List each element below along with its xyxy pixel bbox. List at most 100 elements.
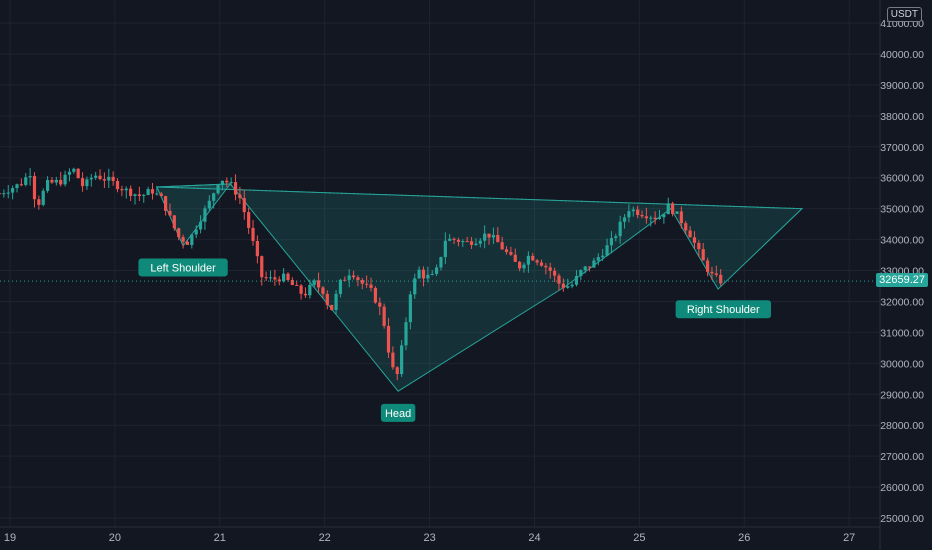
candle-body bbox=[295, 285, 299, 287]
candle-body bbox=[290, 279, 294, 286]
candle-body bbox=[592, 260, 596, 268]
candle-body bbox=[19, 184, 23, 186]
candle-body bbox=[85, 179, 89, 187]
annotation-box bbox=[675, 300, 772, 319]
candle-body bbox=[247, 212, 251, 228]
candle-body bbox=[98, 175, 102, 180]
candle-body bbox=[129, 188, 133, 196]
candle-body bbox=[469, 241, 474, 246]
candle-body bbox=[391, 352, 395, 368]
annotation-box bbox=[380, 403, 416, 422]
candle-body bbox=[509, 251, 513, 255]
candle-body bbox=[216, 185, 220, 194]
head-shoulders-pattern bbox=[156, 183, 804, 392]
candle-body bbox=[268, 277, 273, 279]
neckline bbox=[156, 186, 803, 210]
candle-body bbox=[50, 179, 54, 183]
candle-body bbox=[282, 273, 286, 282]
candle-body bbox=[260, 256, 264, 278]
y-tick-label: 35000.00 bbox=[880, 204, 924, 216]
candle-body bbox=[417, 269, 421, 279]
x-tick-label: 25 bbox=[633, 532, 645, 544]
candle-body bbox=[229, 182, 233, 184]
candle-body bbox=[59, 179, 63, 185]
candle-body bbox=[172, 215, 176, 229]
candle-body bbox=[242, 198, 246, 213]
x-tick-label: 24 bbox=[528, 532, 540, 544]
candle-body bbox=[41, 190, 45, 205]
candle-body bbox=[526, 255, 530, 265]
candle-body bbox=[351, 275, 356, 278]
x-tick-label: 22 bbox=[319, 532, 331, 544]
candle-body bbox=[299, 285, 303, 294]
candle-body bbox=[518, 261, 522, 269]
candle-body bbox=[553, 270, 557, 276]
candle-body bbox=[264, 277, 268, 279]
candle-body bbox=[76, 168, 80, 179]
candle-body bbox=[579, 270, 583, 277]
candle-body bbox=[662, 214, 666, 218]
candle-body bbox=[6, 192, 10, 194]
candle-body bbox=[719, 274, 723, 284]
annotation-label: Head bbox=[385, 408, 411, 420]
candle-body bbox=[653, 217, 657, 220]
x-axis: 19 20 21 22 23 24 25 26 27 bbox=[0, 0, 881, 550]
candle-body bbox=[233, 182, 238, 195]
y-tick-label: 26000.00 bbox=[880, 482, 924, 494]
candle-body bbox=[443, 240, 447, 258]
candle-body bbox=[408, 294, 412, 323]
candle-body bbox=[251, 227, 255, 241]
candle-body bbox=[286, 273, 290, 280]
annotation-label: Left Shoulder bbox=[150, 262, 216, 274]
y-tick-label: 34000.00 bbox=[880, 235, 924, 247]
candle-body bbox=[115, 180, 120, 190]
candle-body bbox=[0, 193, 2, 195]
candle-body bbox=[456, 239, 461, 242]
candle-body bbox=[185, 241, 190, 245]
candle-body bbox=[614, 236, 618, 239]
candle-body bbox=[37, 199, 41, 205]
candle-body bbox=[11, 188, 15, 193]
candle-body bbox=[111, 176, 115, 181]
candle-body bbox=[395, 367, 399, 375]
candle-body bbox=[72, 168, 76, 172]
candle-body bbox=[273, 277, 277, 280]
candle-body bbox=[94, 175, 98, 178]
candle-body bbox=[434, 267, 439, 274]
candle-body bbox=[487, 233, 491, 238]
candle-body bbox=[308, 284, 312, 296]
candle-body bbox=[574, 276, 579, 285]
candle-body bbox=[692, 237, 697, 243]
candle-body bbox=[168, 210, 172, 216]
y-tick-label: 38000.00 bbox=[880, 111, 924, 123]
candle-body bbox=[426, 274, 430, 279]
candle-body bbox=[439, 257, 443, 268]
candle-body bbox=[544, 265, 548, 268]
pattern-annotations: Left Shoulder Head Right Shoulder bbox=[138, 258, 772, 422]
candle-body bbox=[649, 217, 653, 219]
candle-body bbox=[277, 279, 281, 282]
chart-grid bbox=[0, 0, 880, 527]
y-tick-label: 37000.00 bbox=[880, 142, 924, 154]
candle-body bbox=[124, 188, 128, 191]
currency-badge[interactable]: USDT bbox=[886, 7, 922, 22]
candle-body bbox=[697, 242, 701, 250]
candle-body bbox=[478, 240, 482, 244]
candle-body bbox=[452, 238, 456, 240]
candle-body bbox=[666, 203, 670, 215]
candle-body bbox=[137, 194, 141, 196]
candle-body bbox=[474, 243, 478, 246]
candle-body bbox=[316, 280, 321, 288]
candle-body bbox=[373, 287, 378, 303]
candle-body bbox=[714, 273, 718, 275]
candle-body bbox=[671, 203, 675, 214]
candle-body bbox=[679, 211, 683, 224]
candle-body bbox=[321, 287, 325, 294]
candle-body bbox=[356, 277, 360, 280]
candle-body bbox=[404, 322, 408, 346]
candle-body bbox=[644, 216, 648, 219]
candle-body bbox=[587, 266, 592, 268]
candle-body bbox=[32, 176, 37, 200]
candle-body bbox=[102, 179, 107, 181]
